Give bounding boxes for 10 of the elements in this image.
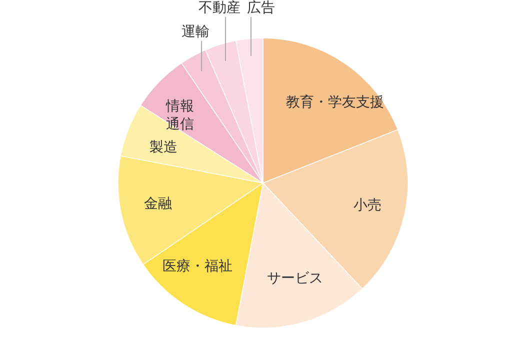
slice-label: 情報通信 — [165, 97, 194, 132]
slice-label: 不動産 — [198, 0, 240, 15]
slice-label: 製造 — [150, 138, 178, 155]
slice-label: 医療・福祉 — [162, 257, 232, 274]
slice-label: 教育・学友支援 — [286, 93, 384, 110]
slice-label: 運輸 — [182, 23, 210, 39]
slice-label: 金融 — [144, 194, 172, 211]
slice-label: サービス — [267, 270, 324, 286]
slice-label: 広告 — [246, 0, 275, 15]
slice-label: 小売 — [353, 196, 382, 213]
